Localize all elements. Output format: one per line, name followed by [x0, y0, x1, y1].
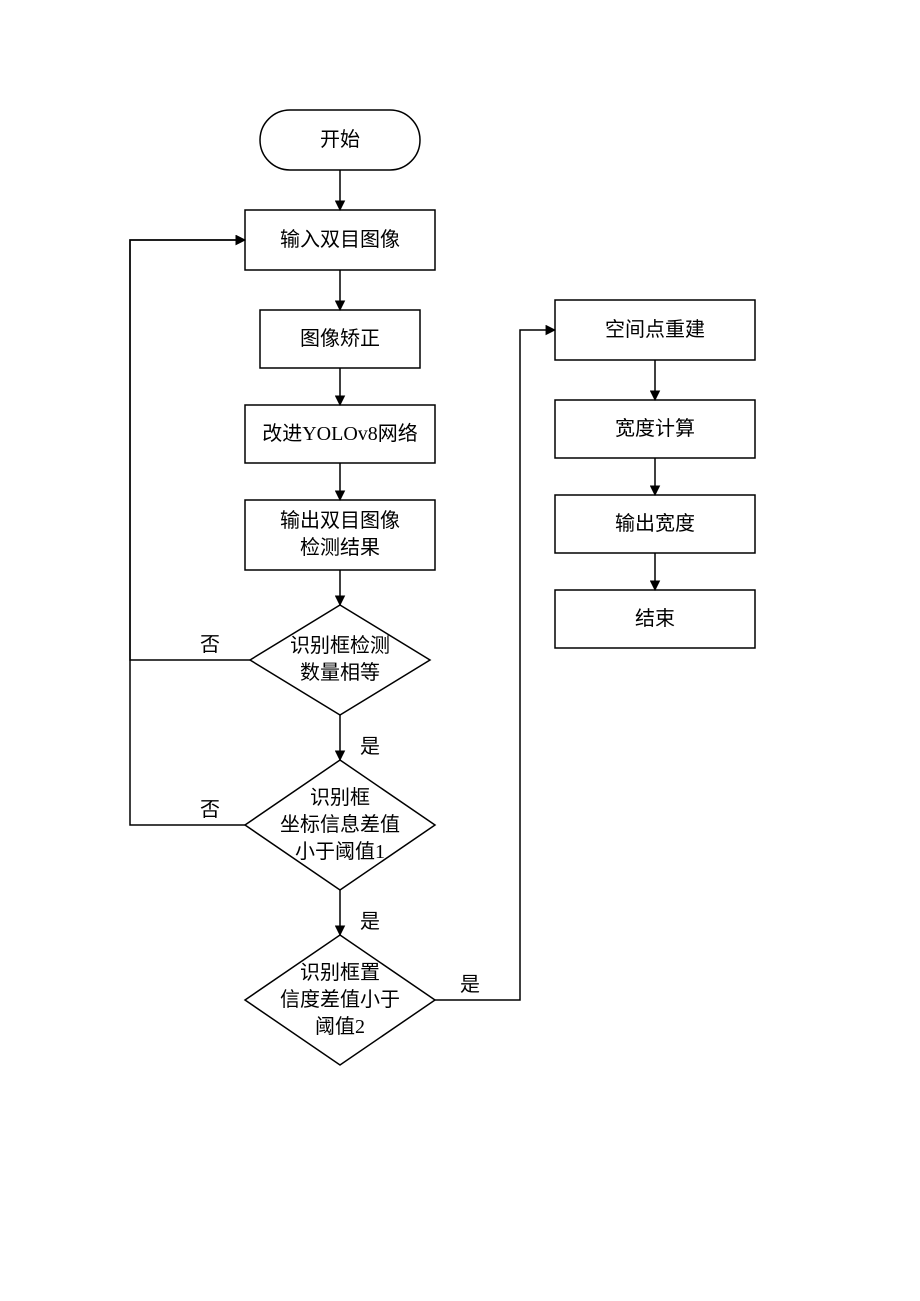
node-wout: 输出宽度 — [555, 495, 755, 553]
node-label-d1: 识别框检测 数量相等 — [290, 633, 390, 687]
node-start: 开始 — [260, 110, 420, 170]
edge-label-d1-d2: 是 — [360, 730, 380, 759]
node-label-d2: 识别框 坐标信息差值 小于阈值1 — [280, 785, 400, 866]
edge-d3-recon — [435, 330, 555, 1000]
node-label-wout: 输出宽度 — [615, 511, 695, 538]
node-end: 结束 — [555, 590, 755, 648]
node-label-start: 开始 — [320, 127, 360, 154]
node-wcalc: 宽度计算 — [555, 400, 755, 458]
node-label-rectify: 图像矫正 — [300, 326, 380, 353]
node-label-input: 输入双目图像 — [280, 227, 400, 254]
node-d2: 识别框 坐标信息差值 小于阈值1 — [245, 760, 435, 890]
flowchart-canvas: 开始输入双目图像图像矫正改进YOLOv8网络输出双目图像 检测结果识别框检测 数… — [0, 0, 920, 1301]
edge-d1-input — [130, 240, 250, 660]
node-output_det: 输出双目图像 检测结果 — [245, 500, 435, 570]
node-input: 输入双目图像 — [245, 210, 435, 270]
edge-label-d3-recon: 是 — [460, 968, 480, 997]
node-yolo: 改进YOLOv8网络 — [245, 405, 435, 463]
node-label-d3: 识别框置 信度差值小于 阈值2 — [280, 960, 400, 1041]
edge-label-d1-input: 否 — [200, 628, 220, 657]
edge-d2-input — [130, 240, 245, 825]
node-label-recon: 空间点重建 — [605, 317, 705, 344]
node-d1: 识别框检测 数量相等 — [250, 605, 430, 715]
node-label-end: 结束 — [635, 606, 675, 633]
node-label-yolo: 改进YOLOv8网络 — [262, 421, 418, 448]
node-label-wcalc: 宽度计算 — [615, 416, 695, 443]
edge-label-d2-d3: 是 — [360, 905, 380, 934]
node-d3: 识别框置 信度差值小于 阈值2 — [245, 935, 435, 1065]
edge-label-d2-input: 否 — [200, 793, 220, 822]
flowchart-svg — [0, 0, 920, 1301]
node-recon: 空间点重建 — [555, 300, 755, 360]
node-rectify: 图像矫正 — [260, 310, 420, 368]
node-label-output_det: 输出双目图像 检测结果 — [280, 508, 400, 562]
